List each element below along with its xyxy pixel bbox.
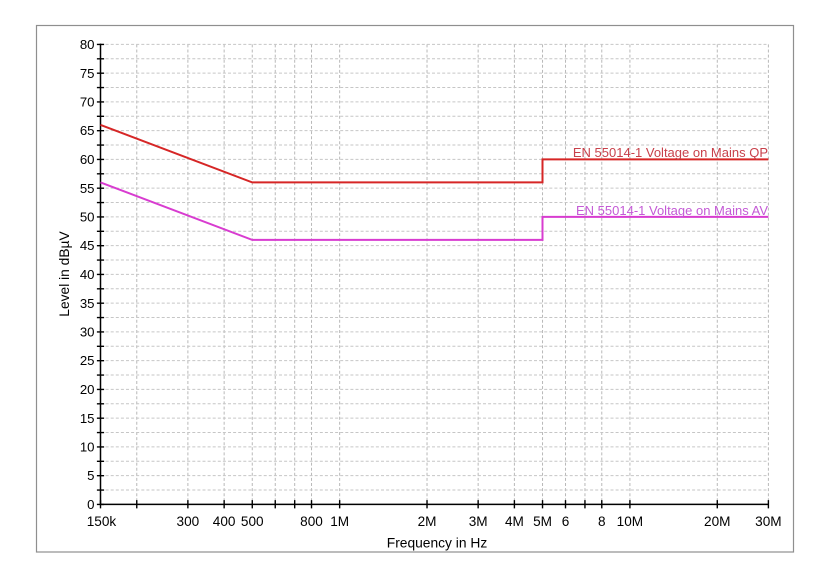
svg-text:2M: 2M: [418, 514, 437, 529]
svg-text:EN 55014-1 Voltage on Mains QP: EN 55014-1 Voltage on Mains QP: [573, 145, 768, 160]
svg-text:10: 10: [80, 440, 95, 455]
svg-text:300: 300: [177, 514, 200, 529]
svg-text:25: 25: [80, 353, 95, 368]
svg-text:EN 55014-1 Voltage on Mains AV: EN 55014-1 Voltage on Mains AV: [576, 203, 768, 218]
svg-text:35: 35: [80, 296, 95, 311]
svg-text:65: 65: [80, 123, 95, 138]
svg-text:6: 6: [562, 514, 570, 529]
svg-text:15: 15: [80, 411, 95, 426]
svg-text:60: 60: [80, 152, 95, 167]
svg-text:500: 500: [241, 514, 264, 529]
svg-text:0: 0: [87, 497, 94, 512]
svg-text:Frequency in Hz: Frequency in Hz: [387, 536, 488, 551]
svg-text:45: 45: [80, 238, 95, 253]
svg-text:40: 40: [80, 267, 95, 282]
svg-text:20: 20: [80, 382, 95, 397]
svg-text:3M: 3M: [469, 514, 488, 529]
svg-text:10M: 10M: [617, 514, 643, 529]
svg-text:150k: 150k: [87, 514, 117, 529]
svg-text:800: 800: [300, 514, 323, 529]
svg-text:400: 400: [213, 514, 236, 529]
svg-text:70: 70: [80, 95, 95, 110]
svg-text:1M: 1M: [330, 514, 349, 529]
svg-text:20M: 20M: [704, 514, 730, 529]
svg-text:75: 75: [80, 66, 95, 81]
svg-text:50: 50: [80, 210, 95, 225]
svg-text:30: 30: [80, 325, 95, 340]
svg-text:4M: 4M: [505, 514, 524, 529]
svg-text:30M: 30M: [755, 514, 781, 529]
svg-text:55: 55: [80, 181, 95, 196]
svg-text:80: 80: [80, 37, 95, 52]
svg-text:Level in dBµV: Level in dBµV: [57, 230, 72, 316]
svg-text:8: 8: [598, 514, 606, 529]
svg-text:5M: 5M: [533, 514, 552, 529]
svg-text:5: 5: [87, 468, 94, 483]
